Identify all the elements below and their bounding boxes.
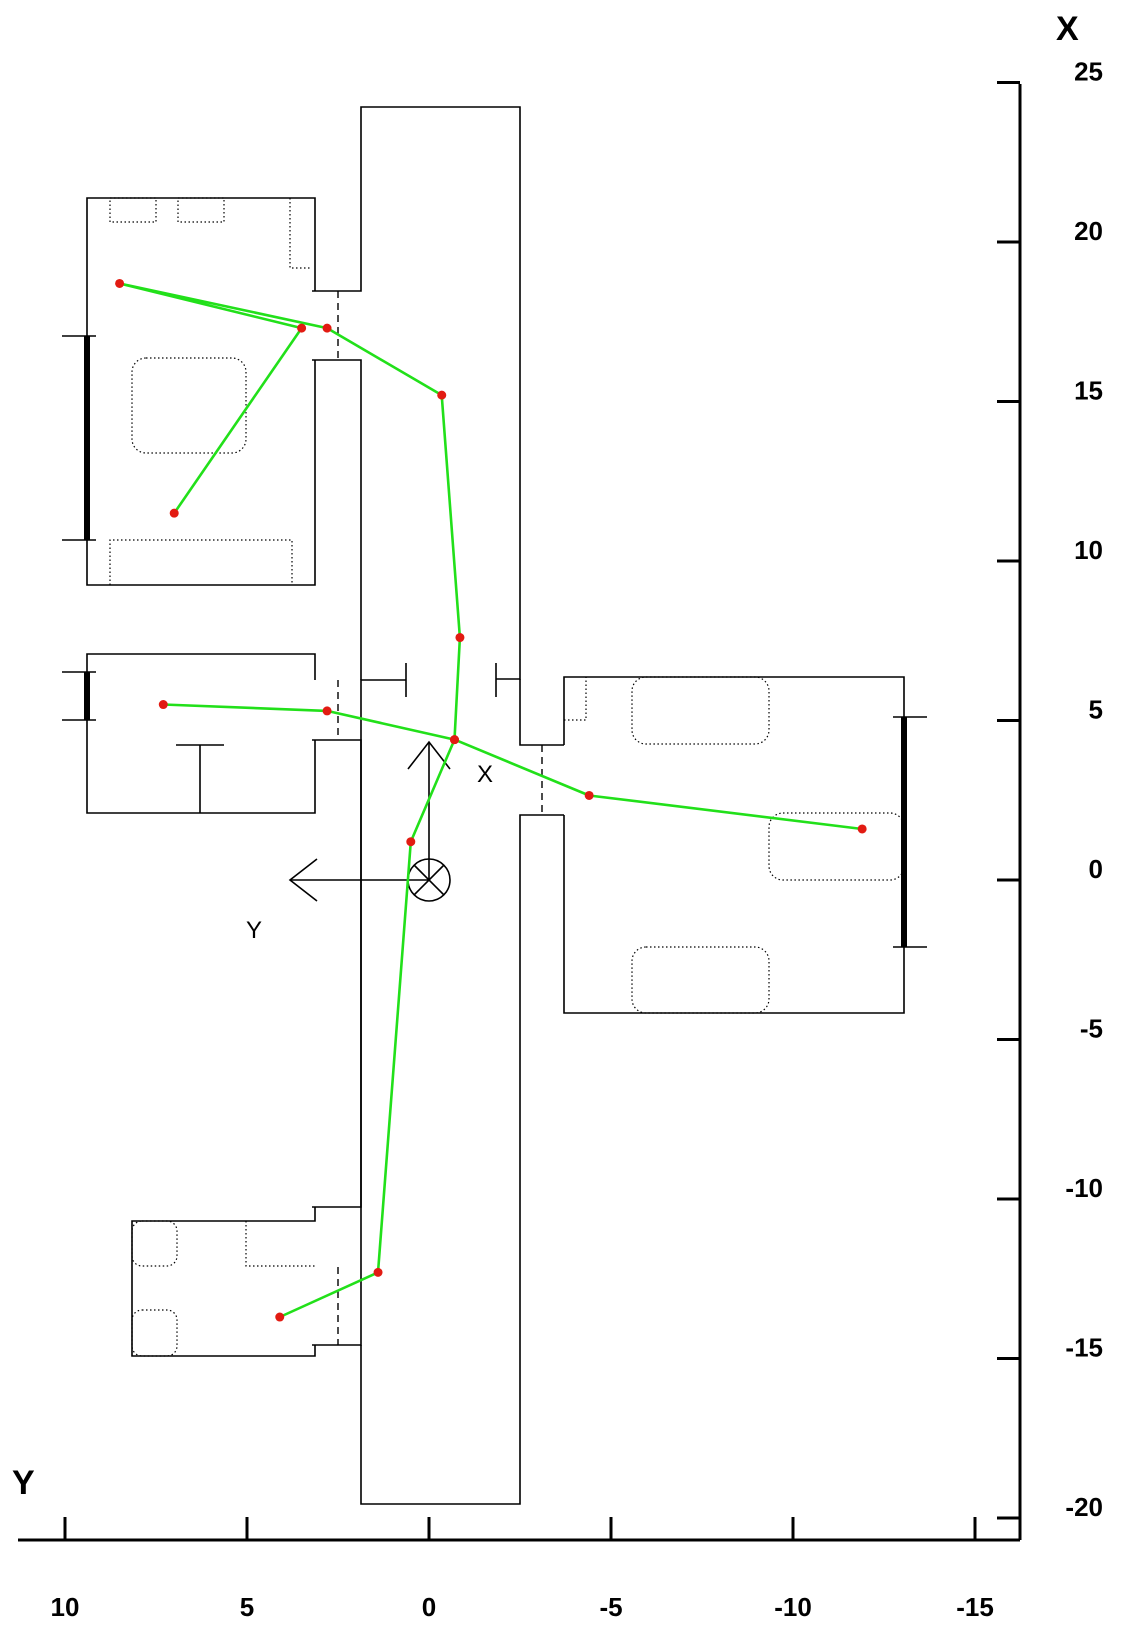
furniture-outline <box>109 197 157 223</box>
table-outline <box>131 357 247 454</box>
waypoint-marker <box>169 508 179 518</box>
room-wall <box>86 653 316 814</box>
y-tick-label: 10 <box>1074 535 1103 565</box>
x-tick-label: 5 <box>240 1592 254 1622</box>
floor-plan <box>62 106 927 1505</box>
waypoint-marker <box>406 837 416 847</box>
frame-origin-z-icon <box>413 864 445 896</box>
x-ticks: 10 5 0 -5 -10 -15 <box>51 1517 994 1622</box>
furniture-outline <box>289 198 312 269</box>
y-tick-label: 5 <box>1089 695 1103 725</box>
furniture-outline <box>564 677 587 721</box>
waypoint-marker <box>584 790 594 800</box>
y-tick-label: 25 <box>1074 57 1103 87</box>
frame-x-label: X <box>477 761 493 788</box>
robot-frame: X Y <box>246 740 493 944</box>
y-tick-label: -15 <box>1065 1333 1103 1363</box>
frame-y-label: Y <box>246 917 262 944</box>
y-axis-title: X <box>1056 10 1079 48</box>
furniture-outline <box>245 1221 315 1267</box>
x-tick-label: -15 <box>956 1592 994 1622</box>
x-tick-label: -10 <box>774 1592 812 1622</box>
furniture-outline <box>631 676 770 745</box>
y-tick-label: -20 <box>1065 1492 1103 1522</box>
furniture-outline <box>131 1309 178 1357</box>
waypoint-marker <box>158 700 168 710</box>
waypoint-marker <box>275 1312 285 1322</box>
x-tick-label: 0 <box>422 1592 436 1622</box>
frame-x-arrowhead <box>407 740 451 770</box>
y-tick-label: 0 <box>1089 854 1103 884</box>
x-axis-title: Y <box>12 1464 35 1502</box>
furniture-outline <box>177 197 225 223</box>
corridor-wall <box>360 814 564 1505</box>
furniture-outline <box>631 946 770 1014</box>
waypoint-marker <box>373 1267 383 1277</box>
room-wall <box>131 1207 316 1357</box>
x-tick-label: -5 <box>599 1592 622 1622</box>
trajectory-line <box>163 703 863 831</box>
furniture-outline <box>131 1220 178 1267</box>
y-tick-label: -10 <box>1065 1173 1103 1203</box>
corridor-wall <box>519 679 564 746</box>
waypoint-marker <box>449 735 459 745</box>
y-tick-label: 15 <box>1074 376 1103 406</box>
furniture-outline <box>109 539 293 585</box>
x-tick-label: 10 <box>51 1592 80 1622</box>
trajectory-line <box>118 282 462 1319</box>
waypoint-marker <box>437 390 447 400</box>
corridor-wall <box>312 106 521 680</box>
frame-y-arrowhead <box>288 858 318 902</box>
corridor-wall <box>312 359 362 680</box>
y-tick-label: 20 <box>1074 216 1103 246</box>
waypoint-marker <box>115 278 125 288</box>
waypoint-marker <box>297 323 307 333</box>
room-wall <box>86 197 316 586</box>
corridor-wall <box>312 679 406 1208</box>
waypoint-marker <box>322 706 332 716</box>
corridor-wall <box>312 739 362 1346</box>
axes: X Y 10 5 0 -5 -10 -15 25 20 15 10 5 0 -5 -10 -15 -20 <box>12 10 1103 1622</box>
trajectory <box>115 278 867 1322</box>
y-tick-label: -5 <box>1080 1014 1103 1044</box>
waypoint-marker <box>857 824 867 834</box>
waypoint-marker <box>322 323 332 333</box>
y-ticks: 25 20 15 10 5 0 -5 -10 -15 -20 <box>997 57 1103 1522</box>
room-wall <box>563 676 905 1014</box>
furniture-outline <box>768 812 905 881</box>
waypoint-marker <box>455 633 465 643</box>
